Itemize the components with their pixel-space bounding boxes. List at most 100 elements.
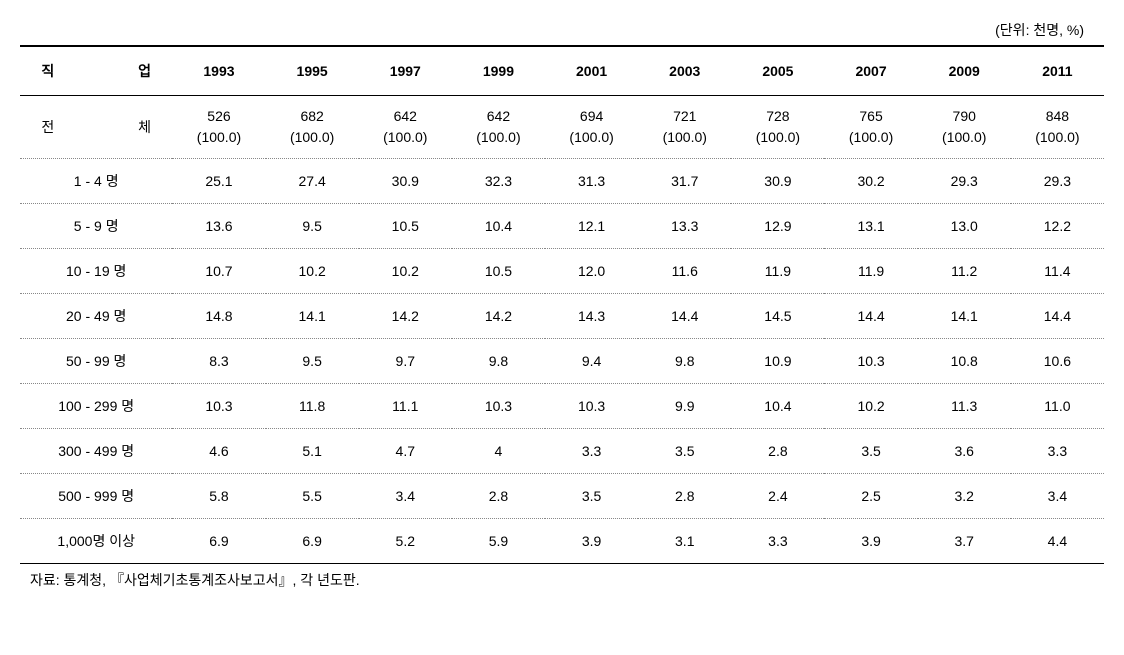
total-label: 전 체: [20, 96, 172, 159]
data-cell: 11.6: [638, 249, 731, 294]
data-cell: 4.7: [359, 429, 452, 474]
data-cell: 11.4: [1011, 249, 1104, 294]
data-cell: 13.1: [824, 204, 917, 249]
data-cell: 11.0: [1011, 384, 1104, 429]
total-pct: (100.0): [735, 127, 820, 148]
row-label: 300 - 499 명: [20, 429, 172, 474]
data-cell: 10.5: [452, 249, 545, 294]
data-cell: 3.1: [638, 519, 731, 564]
data-cell: 3.9: [824, 519, 917, 564]
total-pct: (100.0): [176, 127, 261, 148]
data-cell: 14.5: [731, 294, 824, 339]
data-cell: 3.4: [359, 474, 452, 519]
data-cell: 29.3: [918, 159, 1011, 204]
total-pct: (100.0): [456, 127, 541, 148]
data-cell: 12.2: [1011, 204, 1104, 249]
data-cell: 32.3: [452, 159, 545, 204]
data-cell: 9.8: [452, 339, 545, 384]
data-cell: 4.4: [1011, 519, 1104, 564]
data-cell: 14.4: [824, 294, 917, 339]
data-cell: 4: [452, 429, 545, 474]
table-row: 1 - 4 명25.127.430.932.331.331.730.930.22…: [20, 159, 1104, 204]
table-row: 500 - 999 명5.85.53.42.83.52.82.42.53.23.…: [20, 474, 1104, 519]
header-year: 1993: [172, 46, 265, 96]
data-cell: 10.9: [731, 339, 824, 384]
header-year: 2011: [1011, 46, 1104, 96]
data-cell: 9.4: [545, 339, 638, 384]
data-cell: 3.5: [545, 474, 638, 519]
data-cell: 11.1: [359, 384, 452, 429]
data-cell: 4.6: [172, 429, 265, 474]
total-cell: 721(100.0): [638, 96, 731, 159]
data-cell: 6.9: [266, 519, 359, 564]
total-pct: (100.0): [922, 127, 1007, 148]
total-value: 721: [642, 106, 727, 127]
row-label: 10 - 19 명: [20, 249, 172, 294]
data-cell: 10.2: [266, 249, 359, 294]
data-cell: 10.3: [172, 384, 265, 429]
total-value: 694: [549, 106, 634, 127]
data-cell: 9.5: [266, 204, 359, 249]
data-cell: 2.4: [731, 474, 824, 519]
header-year: 1995: [266, 46, 359, 96]
table-row: 300 - 499 명4.65.14.743.33.52.83.53.63.3: [20, 429, 1104, 474]
total-cell: 642(100.0): [359, 96, 452, 159]
total-value: 728: [735, 106, 820, 127]
data-cell: 13.0: [918, 204, 1011, 249]
total-pct: (100.0): [1015, 127, 1100, 148]
data-cell: 10.5: [359, 204, 452, 249]
total-value: 790: [922, 106, 1007, 127]
data-cell: 2.8: [638, 474, 731, 519]
data-cell: 25.1: [172, 159, 265, 204]
data-cell: 14.4: [638, 294, 731, 339]
total-value: 642: [363, 106, 448, 127]
data-cell: 30.2: [824, 159, 917, 204]
header-year: 2003: [638, 46, 731, 96]
data-cell: 10.7: [172, 249, 265, 294]
data-cell: 31.3: [545, 159, 638, 204]
data-cell: 14.1: [266, 294, 359, 339]
data-cell: 12.1: [545, 204, 638, 249]
table-row: 1,000명 이상6.96.95.25.93.93.13.33.93.74.4: [20, 519, 1104, 564]
data-cell: 29.3: [1011, 159, 1104, 204]
data-cell: 6.9: [172, 519, 265, 564]
data-cell: 5.2: [359, 519, 452, 564]
data-cell: 10.6: [1011, 339, 1104, 384]
data-cell: 5.9: [452, 519, 545, 564]
row-label: 20 - 49 명: [20, 294, 172, 339]
data-cell: 14.3: [545, 294, 638, 339]
data-cell: 11.9: [731, 249, 824, 294]
data-cell: 10.2: [824, 384, 917, 429]
data-cell: 10.2: [359, 249, 452, 294]
table-row: 50 - 99 명8.39.59.79.89.49.810.910.310.81…: [20, 339, 1104, 384]
total-value: 848: [1015, 106, 1100, 127]
table-body: 전 체 526(100.0) 682(100.0) 642(100.0) 642…: [20, 96, 1104, 564]
data-cell: 2.5: [824, 474, 917, 519]
data-cell: 12.9: [731, 204, 824, 249]
row-label: 500 - 999 명: [20, 474, 172, 519]
header-year: 2001: [545, 46, 638, 96]
data-cell: 2.8: [731, 429, 824, 474]
total-pct: (100.0): [642, 127, 727, 148]
data-cell: 5.5: [266, 474, 359, 519]
total-cell: 790(100.0): [918, 96, 1011, 159]
total-pct: (100.0): [363, 127, 448, 148]
row-label: 1,000명 이상: [20, 519, 172, 564]
unit-label: (단위: 천명, %): [20, 20, 1104, 40]
data-cell: 3.3: [1011, 429, 1104, 474]
data-cell: 14.2: [359, 294, 452, 339]
header-year: 2009: [918, 46, 1011, 96]
row-label: 50 - 99 명: [20, 339, 172, 384]
data-cell: 12.0: [545, 249, 638, 294]
data-cell: 3.3: [545, 429, 638, 474]
data-cell: 2.8: [452, 474, 545, 519]
data-cell: 9.5: [266, 339, 359, 384]
total-cell: 694(100.0): [545, 96, 638, 159]
data-cell: 10.3: [452, 384, 545, 429]
header-year: 1997: [359, 46, 452, 96]
data-cell: 3.4: [1011, 474, 1104, 519]
total-cell: 848(100.0): [1011, 96, 1104, 159]
data-cell: 3.6: [918, 429, 1011, 474]
data-cell: 5.8: [172, 474, 265, 519]
data-cell: 9.9: [638, 384, 731, 429]
